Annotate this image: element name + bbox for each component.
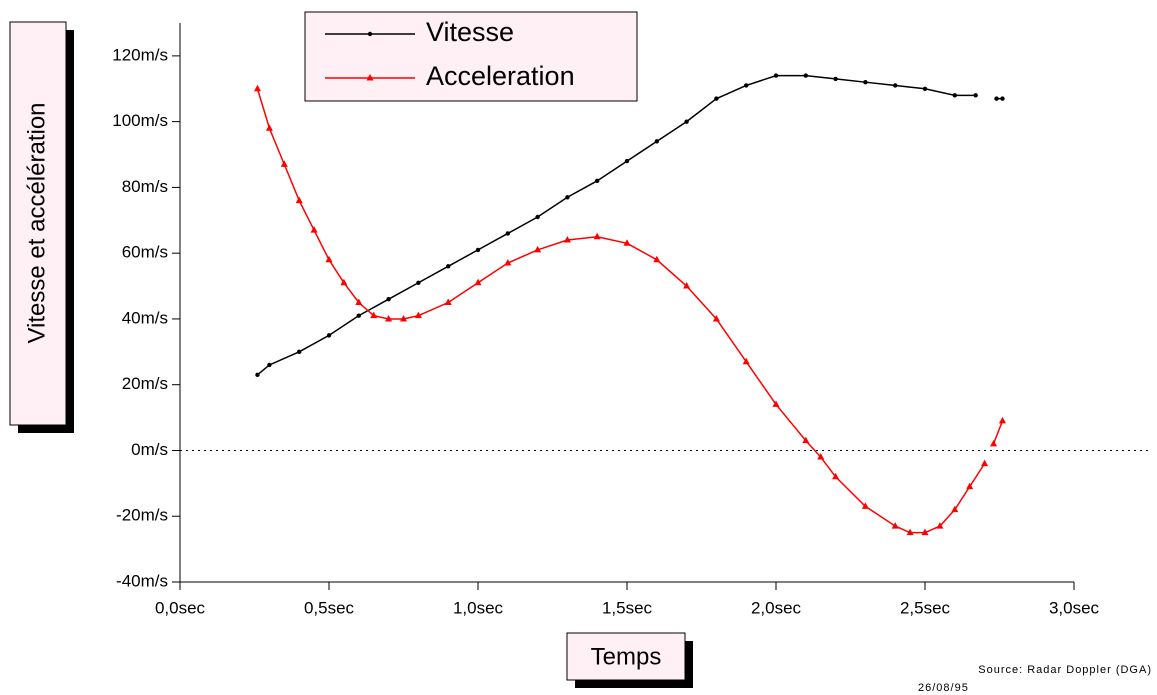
triangle-marker xyxy=(742,357,750,365)
triangle-marker xyxy=(772,400,780,407)
dot-marker xyxy=(624,158,630,164)
triangle-marker xyxy=(325,255,333,263)
triangle-marker xyxy=(936,522,944,529)
triangle-marker xyxy=(906,528,914,536)
dot-marker xyxy=(565,195,570,200)
source: Source: Radar Doppler (DGA) xyxy=(978,664,1152,676)
dot-marker xyxy=(744,83,749,88)
triangle-marker xyxy=(802,436,810,444)
series-line xyxy=(256,88,1004,534)
dot-marker xyxy=(803,73,808,78)
triangle-marker xyxy=(340,278,348,286)
dot-marker xyxy=(833,76,838,82)
y-label-box xyxy=(9,21,67,426)
y-tick-label: 0m/s xyxy=(131,440,168,459)
dot-marker xyxy=(416,280,421,285)
triangle-marker xyxy=(280,160,288,167)
dot-marker xyxy=(994,96,999,101)
triangle-marker xyxy=(998,416,1006,424)
dot-marker xyxy=(973,93,978,98)
x-label-box xyxy=(566,632,686,681)
triangle-marker xyxy=(400,314,407,322)
dot-marker xyxy=(255,372,260,378)
triangle-marker xyxy=(861,502,869,509)
series-line xyxy=(257,74,1003,376)
triangle-marker xyxy=(832,472,840,480)
triangle-marker xyxy=(366,74,374,81)
triangle-marker xyxy=(966,482,974,490)
triangle-marker xyxy=(370,311,378,319)
dot-marker xyxy=(773,73,779,78)
x-tick-label: 2,5sec xyxy=(900,598,951,617)
triangle-marker xyxy=(981,459,989,467)
y-tick-label: 20m/s xyxy=(122,374,168,393)
dot-marker xyxy=(446,264,451,269)
y-tick-label: -40m/s xyxy=(116,571,168,590)
dot-marker xyxy=(893,83,898,88)
y-tick-label: 100m/s xyxy=(112,111,168,130)
x-tick-label: 1,0sec xyxy=(453,598,504,617)
triangle-marker xyxy=(474,278,482,286)
dot-marker xyxy=(684,119,689,124)
dot-marker xyxy=(654,139,659,144)
dot-marker xyxy=(535,214,540,220)
x-tick-label: 2,0sec xyxy=(751,598,802,617)
x-tick-label: 1,5sec xyxy=(602,598,653,617)
dot-marker xyxy=(952,93,957,98)
triangle-marker xyxy=(683,282,691,289)
dot-marker xyxy=(505,231,510,236)
triangle-marker xyxy=(990,439,998,447)
triangle-marker xyxy=(310,226,318,233)
dot-marker xyxy=(922,86,928,91)
x-axis-label: Temps xyxy=(591,643,662,670)
triangle-marker xyxy=(951,505,959,513)
y-tick-label: 60m/s xyxy=(122,243,168,262)
dot-marker xyxy=(267,362,272,368)
triangle-marker xyxy=(265,124,273,131)
dot-marker xyxy=(595,178,600,184)
triangle-marker xyxy=(563,236,571,243)
dot-marker xyxy=(386,297,391,302)
x-tick-label: 3,0sec xyxy=(1049,598,1100,617)
triangle-marker xyxy=(414,311,422,319)
triangle-marker xyxy=(653,255,661,263)
legend-label: Acceleration xyxy=(426,61,575,91)
triangle-marker xyxy=(253,84,261,92)
date: 26/08/95 xyxy=(918,682,969,694)
dot-marker xyxy=(1000,96,1005,101)
dot-marker xyxy=(863,79,868,85)
triangle-marker xyxy=(817,453,825,460)
triangle-marker xyxy=(891,522,899,529)
triangle-marker xyxy=(295,196,303,204)
dot-marker xyxy=(297,349,302,355)
triangle-marker xyxy=(921,528,929,536)
triangle-marker xyxy=(444,298,452,305)
triangle-marker xyxy=(355,298,363,305)
x-tick-label: 0,0sec xyxy=(155,598,206,617)
triangle-marker xyxy=(623,239,631,246)
y-axis-label: Vitesse et accélération xyxy=(23,102,50,343)
dot-marker xyxy=(714,96,719,101)
triangle-marker xyxy=(504,259,512,266)
legend-label: Vitesse xyxy=(426,17,514,47)
legend-box xyxy=(304,11,638,102)
x-tick-label: 0,5sec xyxy=(304,598,355,617)
dot-marker xyxy=(326,333,332,338)
dot-marker xyxy=(475,247,481,253)
triangle-marker xyxy=(385,314,393,322)
y-tick-label: 80m/s xyxy=(122,177,168,196)
triangle-marker xyxy=(534,245,542,253)
y-tick-label: -20m/s xyxy=(116,506,168,525)
y-tick-label: 120m/s xyxy=(112,45,168,64)
dot-marker xyxy=(356,313,361,318)
triangle-marker xyxy=(712,314,720,322)
y-tick-label: 40m/s xyxy=(122,308,168,327)
dot-marker xyxy=(367,31,373,37)
triangle-marker xyxy=(593,232,601,240)
